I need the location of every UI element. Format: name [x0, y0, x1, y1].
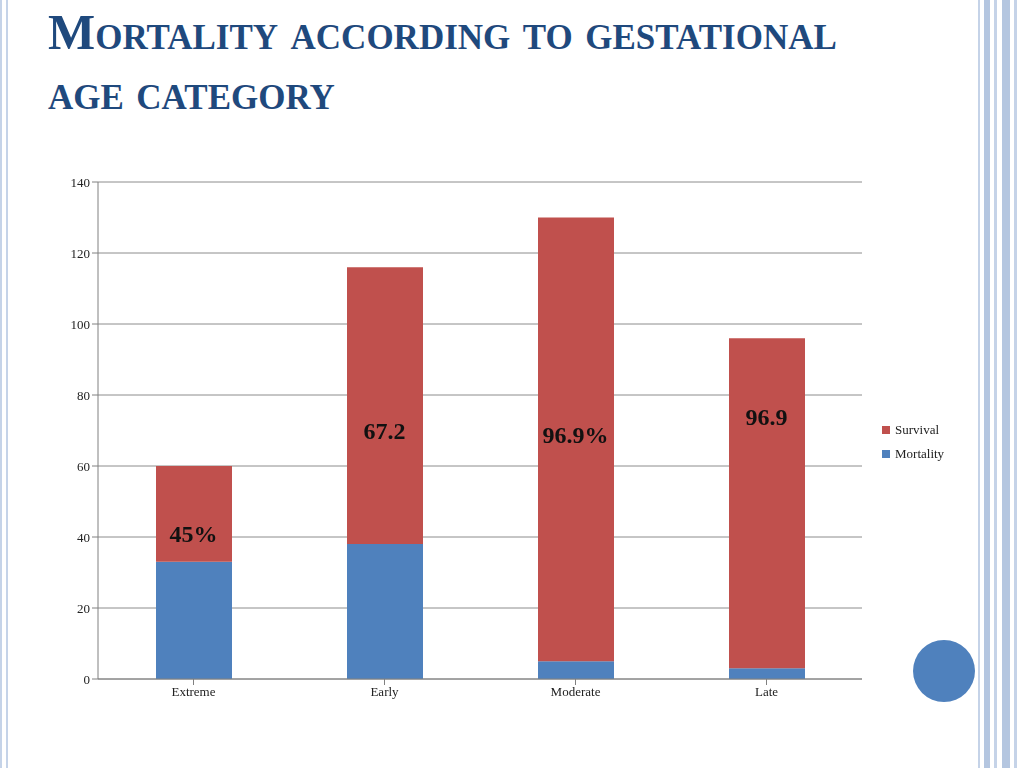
- svg-text:120: 120: [71, 246, 91, 261]
- svg-text:Late: Late: [755, 684, 778, 699]
- svg-text:60: 60: [77, 459, 90, 474]
- svg-text:Extreme: Extreme: [171, 684, 215, 699]
- svg-text:Early: Early: [370, 684, 399, 699]
- svg-text:45%: 45%: [170, 521, 218, 547]
- svg-text:Moderate: Moderate: [551, 684, 601, 699]
- svg-text:140: 140: [71, 175, 91, 190]
- svg-text:96.9%: 96.9%: [543, 422, 609, 448]
- svg-text:100: 100: [71, 317, 91, 332]
- svg-text:80: 80: [77, 388, 90, 403]
- svg-text:40: 40: [77, 530, 90, 545]
- svg-text:67.2: 67.2: [364, 418, 406, 444]
- svg-text:0: 0: [84, 672, 91, 687]
- svg-text:96.9: 96.9: [746, 404, 788, 430]
- html-text:Survival: Survival: [895, 421, 940, 437]
- html-text:Mortality according to gestati: Mortality according to gestational age c…: [48, 4, 837, 120]
- svg-text:20: 20: [77, 601, 90, 616]
- html-text:Mortality: Mortality: [895, 445, 945, 461]
